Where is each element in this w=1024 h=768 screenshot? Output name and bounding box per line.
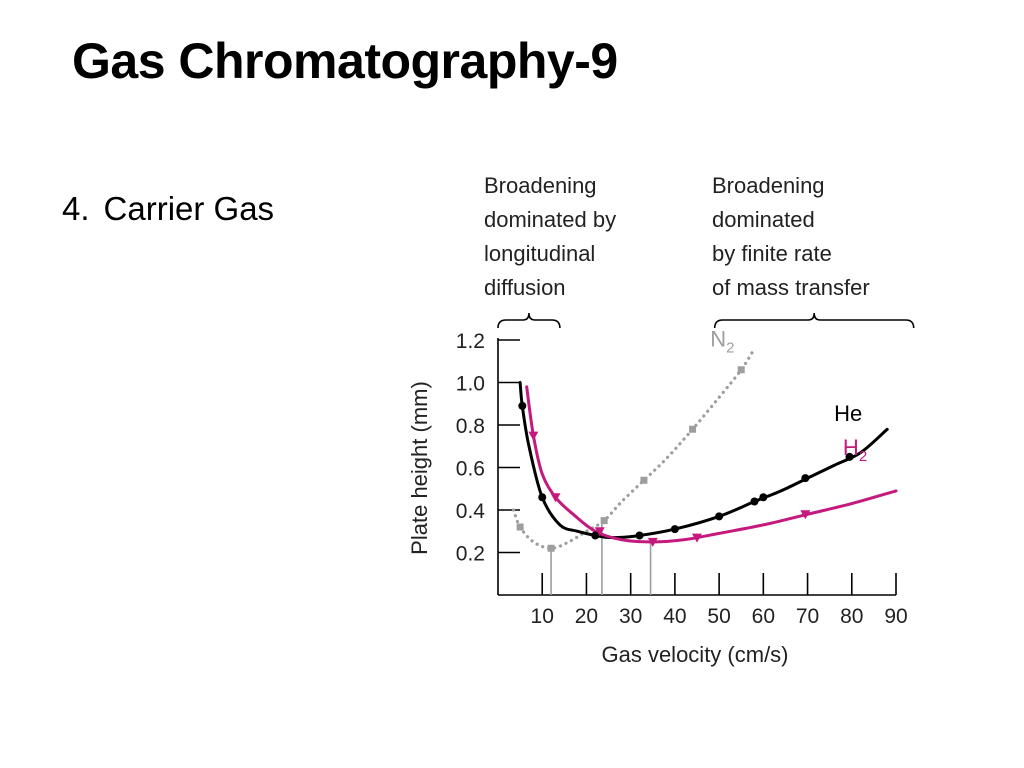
x-tick-label: 80: [840, 605, 863, 628]
data-point-he: [591, 531, 600, 540]
data-point-h2: [800, 510, 811, 520]
annotation-right-line: Broadening: [712, 173, 825, 198]
annotation-right-brace: [713, 312, 915, 329]
data-point-he: [670, 525, 679, 534]
data-point-he: [538, 493, 547, 502]
data-point-h2: [594, 527, 605, 537]
markers-layer: [516, 366, 854, 552]
axes-layer: 0.2 0.4 0.6 0.8 1.0 1.2 10 20 30 40 50 60 70 80 90: [456, 330, 908, 628]
data-point-he: [518, 401, 527, 410]
data-point-he: [801, 474, 810, 483]
x-tick-label: 60: [752, 605, 775, 628]
data-point-n2: [600, 517, 608, 525]
x-tick-label: 50: [707, 605, 730, 628]
y-tick-label: 0.8: [456, 415, 485, 438]
data-point-h2: [692, 533, 702, 543]
annotation-left-line: Broadening: [484, 173, 597, 198]
y-tick-label: 0.6: [456, 458, 485, 481]
curves-layer: [511, 346, 898, 550]
y-axis-title: Plate height (mm): [407, 381, 432, 555]
bullet-number: 4.: [62, 190, 90, 227]
annotation-left-line: dominated by: [484, 207, 616, 232]
x-tick-label: 10: [531, 605, 554, 628]
data-point-he: [715, 512, 724, 521]
annotation-left-brace: [497, 312, 561, 329]
annotation-layer: Broadening dominated by longitudinal diffus…: [484, 173, 915, 329]
x-tick-label: 90: [884, 605, 907, 628]
data-point-he: [635, 531, 644, 540]
data-point-he: [759, 493, 768, 502]
series-label-he: He: [834, 401, 862, 426]
x-tick-label: 30: [619, 605, 642, 628]
y-tick-label: 1.0: [456, 373, 485, 396]
series-label-subscript: 2: [859, 448, 867, 465]
data-point-n2: [640, 476, 648, 484]
data-point-h2: [528, 431, 539, 441]
annotation-left-line: longitudinal: [484, 241, 595, 266]
data-point-n2: [516, 523, 524, 531]
data-point-n2: [547, 544, 555, 552]
y-tick-label: 0.4: [456, 500, 486, 523]
annotation-right-line: dominated: [712, 207, 815, 232]
annotation-left-line: diffusion: [484, 275, 566, 300]
y-tick-label: 1.2: [456, 330, 485, 353]
x-axis-title: Gas velocity (cm/s): [601, 642, 788, 667]
y-tick-label: 0.2: [456, 543, 485, 566]
data-point-he: [750, 497, 759, 506]
data-point-h2: [647, 537, 658, 547]
bullet-item: 4. Carrier Gas: [62, 190, 274, 228]
x-tick-label: 40: [663, 605, 686, 628]
annotation-right-line: by finite rate: [712, 241, 832, 266]
series-label-n2: N2: [710, 326, 734, 356]
data-point-he: [845, 452, 854, 461]
x-tick-label: 20: [575, 605, 598, 628]
data-point-n2: [689, 425, 697, 433]
series-label-subscript: 2: [726, 339, 734, 356]
bullet-text: Carrier Gas: [103, 190, 275, 227]
x-tick-label: 70: [796, 605, 819, 628]
annotation-right-line: of mass transfer: [712, 275, 870, 300]
data-point-h2: [550, 493, 561, 503]
data-point-n2: [737, 366, 745, 374]
slide-title: Gas Chromatography-9: [72, 33, 618, 89]
